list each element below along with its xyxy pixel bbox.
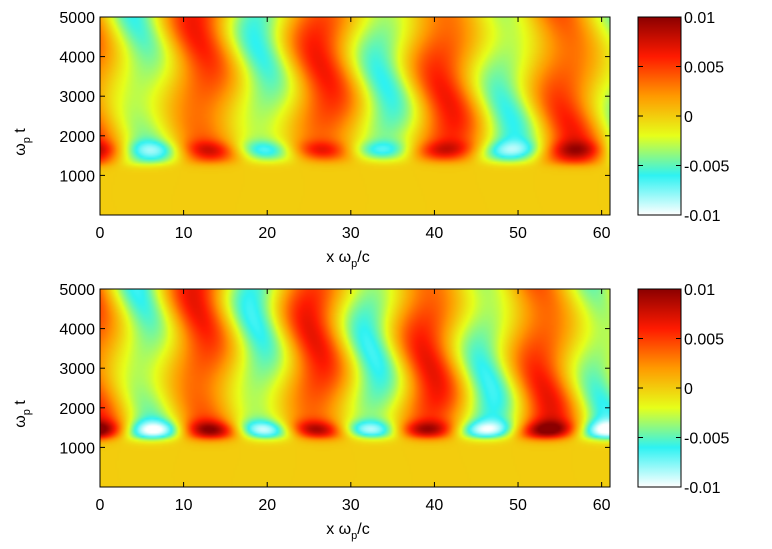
x-tick-label: 10	[175, 497, 193, 514]
x-tick-label: 30	[342, 225, 360, 242]
x-tick-label: 40	[426, 225, 444, 242]
x-tick-label: 20	[258, 225, 276, 242]
x-tick-label: 20	[258, 497, 276, 514]
x-tick-label: 30	[342, 497, 360, 514]
top-x-ticks: 0 10 20 30 40 50 60	[96, 17, 611, 242]
y-tick-label: 4000	[59, 50, 95, 67]
y-tick-label: 5000	[59, 282, 95, 299]
bottom-colorbar-ticks: 0.01 0.005 0 -0.005 -0.01	[638, 282, 729, 497]
colorbar-tick-label: -0.005	[684, 159, 729, 176]
colorbar-tick-label: 0.005	[684, 332, 724, 349]
top-y-ticks: 1000 2000 3000 4000 5000	[59, 10, 610, 185]
x-tick-label: 40	[426, 497, 444, 514]
colorbar-tick-label: -0.01	[684, 208, 721, 225]
colorbar-tick-label: 0.005	[684, 60, 724, 77]
top-colorbar	[637, 16, 682, 216]
y-tick-label: 5000	[59, 10, 95, 27]
y-tick-label: 1000	[59, 440, 95, 457]
top-x-axis-label: x ωp/c	[326, 249, 370, 270]
top-colorbar-ticks: 0.01 0.005 0 -0.005 -0.01	[638, 10, 729, 225]
colorbar-tick-label: 0	[684, 381, 693, 398]
y-tick-label: 4000	[59, 322, 95, 339]
x-tick-label: 10	[175, 225, 193, 242]
x-tick-label: 60	[593, 225, 611, 242]
x-tick-label: 50	[509, 497, 527, 514]
bottom-plot-frame	[99, 288, 611, 488]
top-heatmap-image	[100, 17, 610, 215]
top-y-axis-label: ωp t	[12, 128, 33, 156]
bottom-x-ticks: 0 10 20 30 40 50 60	[96, 289, 611, 514]
x-tick-label: 0	[96, 497, 105, 514]
colorbar-tick-label: -0.005	[684, 431, 729, 448]
bottom-y-axis-label: ωp t	[12, 400, 33, 428]
top-plot-frame	[99, 16, 611, 216]
colorbar-tick-label: 0	[684, 109, 693, 126]
colorbar-tick-label: -0.01	[684, 480, 721, 497]
y-tick-label: 2000	[59, 129, 95, 146]
top-panel: 0 10 20 30 40 50 60 1000 2000 3000 4000 5000 x ωp/…	[12, 10, 729, 270]
y-tick-label: 2000	[59, 401, 95, 418]
x-tick-label: 50	[509, 225, 527, 242]
colorbar-tick-label: 0.01	[684, 282, 715, 299]
bottom-y-ticks: 1000 2000 3000 4000 5000	[59, 282, 610, 457]
y-tick-label: 3000	[59, 89, 95, 106]
bottom-heatmap-image	[100, 289, 610, 487]
x-tick-label: 60	[593, 497, 611, 514]
bottom-colorbar	[637, 288, 682, 488]
bottom-panel: 0 10 20 30 40 50 60 1000 2000 3000 4000 5000 x ωp/…	[12, 282, 729, 542]
bottom-x-axis-label: x ωp/c	[326, 521, 370, 542]
colorbar-tick-label: 0.01	[684, 10, 715, 27]
y-tick-label: 3000	[59, 361, 95, 378]
x-tick-label: 0	[96, 225, 105, 242]
y-tick-label: 1000	[59, 168, 95, 185]
